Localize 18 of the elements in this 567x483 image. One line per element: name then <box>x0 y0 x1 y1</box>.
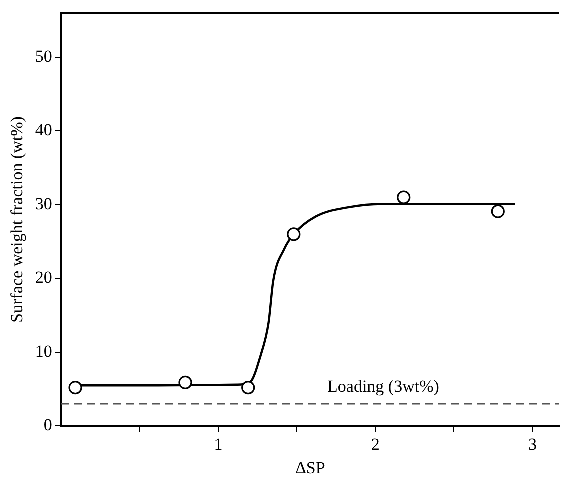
y-tick-label: 10 <box>35 342 52 361</box>
point <box>242 381 256 395</box>
point <box>397 190 411 204</box>
point <box>68 381 82 395</box>
x-axis-title: ΔSP <box>295 458 326 478</box>
point <box>287 228 301 242</box>
y-tick-label: 0 <box>44 416 52 435</box>
point <box>178 376 192 390</box>
x-tick-label: 1 <box>214 434 223 454</box>
y-tick-label: 50 <box>35 46 52 66</box>
y-tick-label: 30 <box>35 194 52 214</box>
x-tick-label: 3 <box>528 434 537 454</box>
x-tick-label: 2 <box>371 434 380 454</box>
y-tick-label: 40 <box>35 120 52 140</box>
y-tick-label: 20 <box>35 268 52 288</box>
point <box>491 204 505 218</box>
y-axis-title: Surface weight fraction (wt%) <box>8 116 27 323</box>
ref-line-label: Loading (3wt%) <box>328 377 440 396</box>
